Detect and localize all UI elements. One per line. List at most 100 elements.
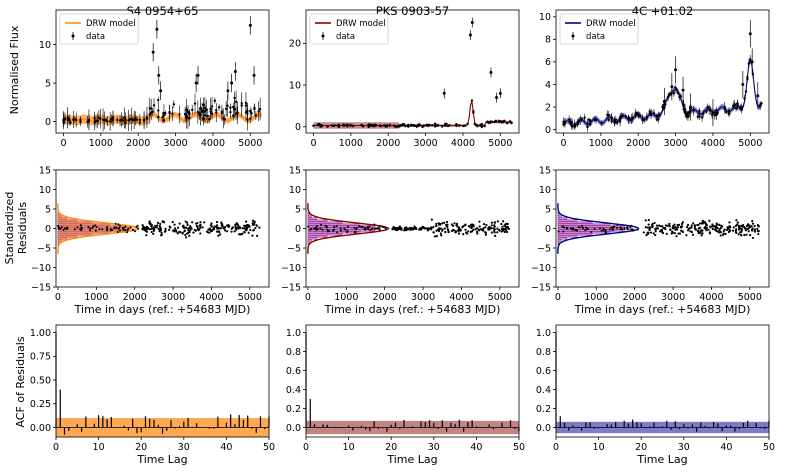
residual-point [199, 221, 202, 224]
y-tick-label: 1.00 [30, 328, 51, 339]
residual-point [384, 227, 387, 230]
flux-data-point [443, 124, 447, 127]
residual-point [659, 225, 662, 228]
residual-point [717, 231, 721, 234]
flux-data-point [583, 116, 586, 119]
residual-point [500, 222, 503, 226]
residual-point [155, 226, 159, 229]
residual-point [494, 234, 497, 237]
flux-data-point [607, 118, 610, 122]
flux-data-point [196, 110, 200, 114]
flux-data-point [108, 120, 112, 123]
histogram-bar [307, 235, 328, 238]
flux-data-point [489, 121, 492, 124]
y-tick-label: 1.0 [536, 328, 551, 339]
residual-point [315, 226, 318, 229]
histogram-bar [307, 219, 328, 222]
flux-data-point [586, 122, 589, 125]
residual-point [562, 230, 565, 233]
residual-point [716, 226, 719, 230]
legend-data-swatch [321, 34, 325, 38]
residual-point [363, 227, 366, 230]
flux-data-point [121, 119, 125, 122]
panel-title: S4 0954+65 [127, 4, 199, 18]
residual-point [106, 226, 109, 229]
residual-point [580, 224, 583, 227]
residual-point [309, 228, 312, 231]
flux-data-point [118, 119, 122, 122]
residual-point [243, 231, 246, 234]
flux-data-point [476, 124, 479, 127]
residual-point [726, 226, 729, 229]
residual-point [79, 228, 82, 231]
flux-data-point [69, 121, 72, 124]
y-tick-label: −5 [37, 243, 51, 254]
residual-point [244, 225, 247, 228]
residual-point [736, 221, 739, 224]
x-axis-label-lag: Time Lag [386, 453, 437, 466]
flux-data-point [702, 112, 705, 115]
residual-point [404, 229, 408, 232]
flux-data-point [462, 124, 465, 128]
residual-point [332, 228, 335, 231]
y-tick-label: 6 [545, 57, 551, 68]
flux-data-point [692, 109, 695, 112]
flux-data-point [685, 115, 688, 118]
residual-point [488, 225, 491, 229]
legend: DRW model data [309, 13, 389, 45]
flux-data-point [240, 104, 243, 107]
flux-data-point [75, 118, 78, 122]
flux-data-point [682, 103, 685, 106]
flux-data-point [178, 113, 181, 116]
flux-data-point [441, 125, 444, 128]
flux-data-point [610, 116, 613, 120]
residual-point [455, 230, 458, 233]
flux-data-point [480, 125, 484, 129]
flux-data-point [206, 114, 209, 118]
residual-point [690, 226, 693, 229]
y-tick-label: 20 [289, 39, 301, 50]
residual-point [371, 227, 374, 230]
flux-data-point [744, 90, 748, 93]
flux-data-point [674, 68, 678, 72]
residual-point [404, 226, 407, 229]
residual-point [732, 226, 735, 229]
residual-point [647, 218, 650, 222]
flux-data-point [346, 123, 349, 127]
residual-point [711, 223, 714, 226]
flux-data-point [705, 110, 708, 113]
residual-point [452, 229, 455, 232]
residual-point [700, 234, 703, 237]
residual-point [441, 222, 444, 225]
residual-point [152, 227, 155, 230]
residual-point [251, 219, 255, 222]
y-tick-label: 10 [39, 185, 51, 196]
flux-data-point [246, 112, 249, 115]
histogram-bar [557, 223, 611, 226]
residual-point [757, 224, 760, 228]
flux-data-point [168, 111, 171, 115]
residual-point [105, 227, 108, 230]
residual-point [435, 224, 438, 227]
residual-point [444, 223, 448, 226]
residual-point [668, 222, 671, 225]
residual-point [457, 227, 460, 230]
residual-point [661, 225, 664, 228]
residual-point [462, 232, 465, 236]
residual-point [230, 230, 233, 233]
y-tick-label: 2 [545, 102, 551, 113]
residual-point [745, 233, 748, 236]
residual-point [680, 222, 684, 226]
flux-data-point [580, 118, 584, 121]
residual-point [599, 227, 602, 230]
residual-point [654, 233, 657, 237]
residual-point [114, 222, 117, 225]
flux-data-point [250, 112, 253, 115]
residual-point [141, 227, 144, 230]
residual-point [756, 229, 759, 233]
flux-data-point [210, 112, 214, 115]
flux-data-point [723, 105, 726, 109]
residual-point [156, 224, 159, 227]
residual-point [369, 229, 372, 232]
residual-point [65, 228, 68, 231]
